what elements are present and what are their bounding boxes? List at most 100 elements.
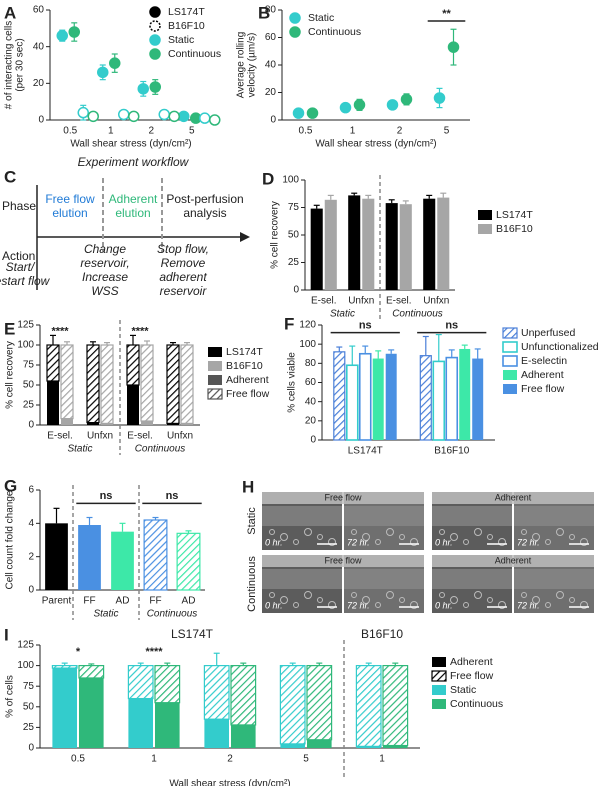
legend-label: Unperfused bbox=[521, 327, 575, 339]
timepoint-label: 0 hr. bbox=[265, 537, 283, 547]
micrograph-band bbox=[344, 569, 424, 589]
bar bbox=[176, 532, 201, 591]
row-label: Continuous bbox=[246, 556, 258, 612]
y-tick-label: 25 bbox=[288, 257, 300, 268]
y-tick-label: 6 bbox=[28, 485, 34, 496]
y-tick-label: 75 bbox=[23, 681, 35, 692]
legend-label: LS174T bbox=[168, 6, 205, 18]
timepoint-label: 0 hr. bbox=[435, 537, 453, 547]
data-point bbox=[353, 99, 366, 111]
cell bbox=[375, 539, 381, 545]
cell bbox=[498, 538, 506, 546]
panel-label: E bbox=[4, 319, 15, 338]
cell bbox=[399, 534, 405, 540]
action-label: adherent bbox=[159, 270, 207, 284]
bar-segment bbox=[86, 344, 100, 424]
bar bbox=[324, 199, 337, 290]
panel-label: B bbox=[258, 3, 270, 22]
y-tick-label: 0 bbox=[38, 115, 44, 126]
cell bbox=[569, 597, 575, 603]
data-point bbox=[447, 41, 460, 53]
legend-marker bbox=[208, 375, 222, 385]
legend-label: Adherent bbox=[521, 369, 564, 381]
cell bbox=[487, 534, 493, 540]
x-tick-label: 0.5 bbox=[63, 126, 77, 137]
legend-label: Free flow bbox=[226, 388, 270, 400]
y-axis-label: (per 30 sec) bbox=[15, 38, 26, 91]
legend-label: Free flow bbox=[521, 383, 565, 395]
cell bbox=[450, 596, 458, 604]
legend-label: LS174T bbox=[226, 346, 263, 358]
y-tick-label: 4 bbox=[28, 518, 34, 529]
significance-label: **** bbox=[145, 646, 163, 658]
bar-segment bbox=[127, 385, 139, 425]
cell bbox=[410, 601, 418, 609]
y-tick-label: 100 bbox=[299, 339, 316, 350]
legend-label: Adherent bbox=[226, 374, 269, 386]
x-axis-label: Wall shear stress (dyn/cm²) bbox=[315, 139, 436, 150]
cell bbox=[463, 539, 469, 545]
bar-segment bbox=[355, 664, 382, 747]
row-label: Phase bbox=[2, 199, 36, 213]
cell bbox=[545, 539, 551, 545]
cell bbox=[521, 529, 527, 535]
diagram-title: Experiment workflow bbox=[78, 155, 190, 169]
data-point bbox=[339, 101, 352, 114]
bar-segment bbox=[128, 698, 153, 748]
x-tick-label: Unfxn bbox=[167, 431, 193, 442]
phase-label: elution bbox=[115, 206, 150, 220]
cell bbox=[521, 592, 527, 598]
bar-segment bbox=[46, 344, 60, 382]
x-tick-label: E-sel. bbox=[47, 431, 73, 442]
column-label: Adherent bbox=[495, 492, 532, 502]
bar bbox=[372, 358, 384, 440]
header-strip bbox=[262, 555, 424, 567]
legend-marker bbox=[289, 12, 301, 24]
cell bbox=[569, 534, 575, 540]
cell bbox=[439, 529, 445, 535]
panel-label: F bbox=[284, 314, 294, 333]
bar-segment bbox=[61, 418, 73, 425]
y-axis-label: % cells viable bbox=[287, 352, 298, 413]
legend-label: Adherent bbox=[450, 656, 493, 668]
timepoint-label: 0 hr. bbox=[265, 600, 283, 610]
legend-label: Continuous bbox=[308, 26, 361, 38]
bar-segment bbox=[140, 344, 154, 422]
cell bbox=[498, 601, 506, 609]
y-tick-label: 60 bbox=[265, 32, 277, 43]
cell bbox=[269, 529, 275, 535]
action-label: Remove bbox=[161, 256, 206, 270]
y-tick-label: 125 bbox=[17, 320, 34, 331]
bar bbox=[385, 353, 397, 440]
legend-marker bbox=[149, 34, 161, 46]
micrograph-band bbox=[432, 506, 512, 526]
y-axis-label: % cell recovery bbox=[5, 341, 16, 409]
y-tick-label: 50 bbox=[23, 380, 35, 391]
x-tick-label: AD bbox=[182, 596, 196, 607]
cell bbox=[556, 591, 564, 599]
panel-label: G bbox=[4, 476, 17, 495]
data-point bbox=[128, 110, 140, 123]
cell bbox=[362, 596, 370, 604]
micrograph-band bbox=[262, 569, 342, 589]
arrow-head bbox=[240, 232, 250, 242]
legend-marker bbox=[149, 48, 161, 60]
data-point bbox=[149, 81, 161, 93]
data-point bbox=[68, 26, 80, 38]
bar-segment bbox=[181, 423, 193, 425]
legend-label: Unfunctionalized bbox=[521, 341, 599, 353]
data-point bbox=[168, 110, 180, 123]
significance-label: ns bbox=[166, 490, 179, 502]
y-tick-label: 20 bbox=[265, 87, 277, 98]
bar bbox=[399, 204, 412, 290]
cell bbox=[375, 602, 381, 608]
x-tick-label: 2 bbox=[227, 754, 233, 765]
bar-segment bbox=[87, 422, 99, 425]
bar bbox=[459, 348, 471, 440]
legend-label: Continuous bbox=[450, 698, 503, 710]
legend-label: Static bbox=[168, 34, 194, 46]
y-tick-label: 50 bbox=[23, 701, 35, 712]
header-strip bbox=[432, 555, 594, 567]
significance-label: * bbox=[76, 646, 81, 658]
